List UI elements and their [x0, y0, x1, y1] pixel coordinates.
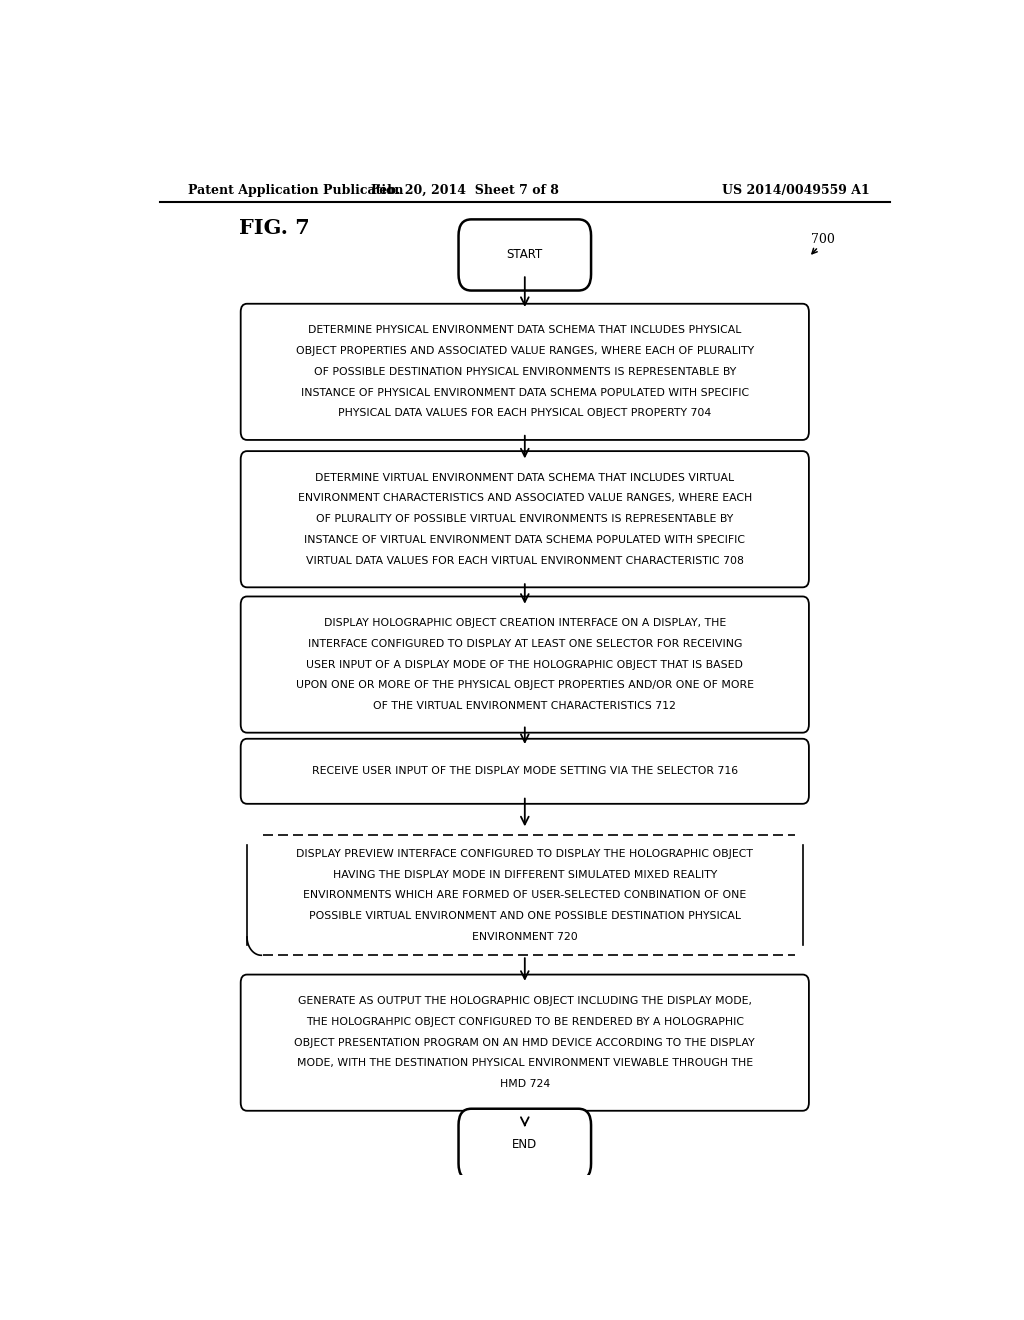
Text: DISPLAY HOLOGRAPHIC OBJECT CREATION INTERFACE ON A DISPLAY, THE: DISPLAY HOLOGRAPHIC OBJECT CREATION INTE…	[324, 618, 726, 628]
Text: UPON ONE OR MORE OF THE PHYSICAL OBJECT PROPERTIES AND/OR ONE OF MORE: UPON ONE OR MORE OF THE PHYSICAL OBJECT …	[296, 680, 754, 690]
Text: OBJECT PROPERTIES AND ASSOCIATED VALUE RANGES, WHERE EACH OF PLURALITY: OBJECT PROPERTIES AND ASSOCIATED VALUE R…	[296, 346, 754, 356]
Text: OF PLURALITY OF POSSIBLE VIRTUAL ENVIRONMENTS IS REPRESENTABLE BY: OF PLURALITY OF POSSIBLE VIRTUAL ENVIRON…	[316, 515, 733, 524]
Text: DETERMINE PHYSICAL ENVIRONMENT DATA SCHEMA THAT INCLUDES PHYSICAL: DETERMINE PHYSICAL ENVIRONMENT DATA SCHE…	[308, 325, 741, 335]
Text: ENVIRONMENT 720: ENVIRONMENT 720	[472, 932, 578, 941]
FancyBboxPatch shape	[241, 451, 809, 587]
Text: GENERATE AS OUTPUT THE HOLOGRAPHIC OBJECT INCLUDING THE DISPLAY MODE,: GENERATE AS OUTPUT THE HOLOGRAPHIC OBJEC…	[298, 997, 752, 1006]
FancyBboxPatch shape	[241, 974, 809, 1110]
FancyBboxPatch shape	[459, 219, 591, 290]
Text: FIG. 7: FIG. 7	[240, 218, 310, 238]
Text: PHYSICAL DATA VALUES FOR EACH PHYSICAL OBJECT PROPERTY 704: PHYSICAL DATA VALUES FOR EACH PHYSICAL O…	[338, 408, 712, 418]
Text: USER INPUT OF A DISPLAY MODE OF THE HOLOGRAPHIC OBJECT THAT IS BASED: USER INPUT OF A DISPLAY MODE OF THE HOLO…	[306, 660, 743, 669]
Text: THE HOLOGRAHPIC OBJECT CONFIGURED TO BE RENDERED BY A HOLOGRAPHIC: THE HOLOGRAHPIC OBJECT CONFIGURED TO BE …	[306, 1016, 743, 1027]
Text: HMD 724: HMD 724	[500, 1080, 550, 1089]
Text: INSTANCE OF PHYSICAL ENVIRONMENT DATA SCHEMA POPULATED WITH SPECIFIC: INSTANCE OF PHYSICAL ENVIRONMENT DATA SC…	[301, 388, 749, 397]
Text: RECEIVE USER INPUT OF THE DISPLAY MODE SETTING VIA THE SELECTOR 716: RECEIVE USER INPUT OF THE DISPLAY MODE S…	[311, 767, 738, 776]
Text: INSTANCE OF VIRTUAL ENVIRONMENT DATA SCHEMA POPULATED WITH SPECIFIC: INSTANCE OF VIRTUAL ENVIRONMENT DATA SCH…	[304, 535, 745, 545]
Text: HAVING THE DISPLAY MODE IN DIFFERENT SIMULATED MIXED REALITY: HAVING THE DISPLAY MODE IN DIFFERENT SIM…	[333, 870, 717, 879]
Text: US 2014/0049559 A1: US 2014/0049559 A1	[722, 183, 870, 197]
Text: DETERMINE VIRTUAL ENVIRONMENT DATA SCHEMA THAT INCLUDES VIRTUAL: DETERMINE VIRTUAL ENVIRONMENT DATA SCHEM…	[315, 473, 734, 483]
Text: OBJECT PRESENTATION PROGRAM ON AN HMD DEVICE ACCORDING TO THE DISPLAY: OBJECT PRESENTATION PROGRAM ON AN HMD DE…	[295, 1038, 755, 1048]
Text: Feb. 20, 2014  Sheet 7 of 8: Feb. 20, 2014 Sheet 7 of 8	[372, 183, 559, 197]
Text: POSSIBLE VIRTUAL ENVIRONMENT AND ONE POSSIBLE DESTINATION PHYSICAL: POSSIBLE VIRTUAL ENVIRONMENT AND ONE POS…	[309, 911, 740, 921]
Text: INTERFACE CONFIGURED TO DISPLAY AT LEAST ONE SELECTOR FOR RECEIVING: INTERFACE CONFIGURED TO DISPLAY AT LEAST…	[307, 639, 742, 649]
Text: ENVIRONMENTS WHICH ARE FORMED OF USER-SELECTED CONBINATION OF ONE: ENVIRONMENTS WHICH ARE FORMED OF USER-SE…	[303, 890, 746, 900]
FancyBboxPatch shape	[241, 739, 809, 804]
FancyBboxPatch shape	[241, 304, 809, 440]
Text: START: START	[507, 248, 543, 261]
Text: VIRTUAL DATA VALUES FOR EACH VIRTUAL ENVIRONMENT CHARACTERISTIC 708: VIRTUAL DATA VALUES FOR EACH VIRTUAL ENV…	[306, 556, 743, 566]
Text: MODE, WITH THE DESTINATION PHYSICAL ENVIRONMENT VIEWABLE THROUGH THE: MODE, WITH THE DESTINATION PHYSICAL ENVI…	[297, 1059, 753, 1068]
Text: ENVIRONMENT CHARACTERISTICS AND ASSOCIATED VALUE RANGES, WHERE EACH: ENVIRONMENT CHARACTERISTICS AND ASSOCIAT…	[298, 494, 752, 503]
Text: 700: 700	[811, 234, 836, 247]
Text: Patent Application Publication: Patent Application Publication	[187, 183, 403, 197]
FancyBboxPatch shape	[459, 1109, 591, 1180]
Text: END: END	[512, 1138, 538, 1151]
Text: OF THE VIRTUAL ENVIRONMENT CHARACTERISTICS 712: OF THE VIRTUAL ENVIRONMENT CHARACTERISTI…	[374, 701, 676, 711]
FancyBboxPatch shape	[241, 597, 809, 733]
Text: DISPLAY PREVIEW INTERFACE CONFIGURED TO DISPLAY THE HOLOGRAPHIC OBJECT: DISPLAY PREVIEW INTERFACE CONFIGURED TO …	[296, 849, 754, 859]
Text: OF POSSIBLE DESTINATION PHYSICAL ENVIRONMENTS IS REPRESENTABLE BY: OF POSSIBLE DESTINATION PHYSICAL ENVIRON…	[313, 367, 736, 376]
